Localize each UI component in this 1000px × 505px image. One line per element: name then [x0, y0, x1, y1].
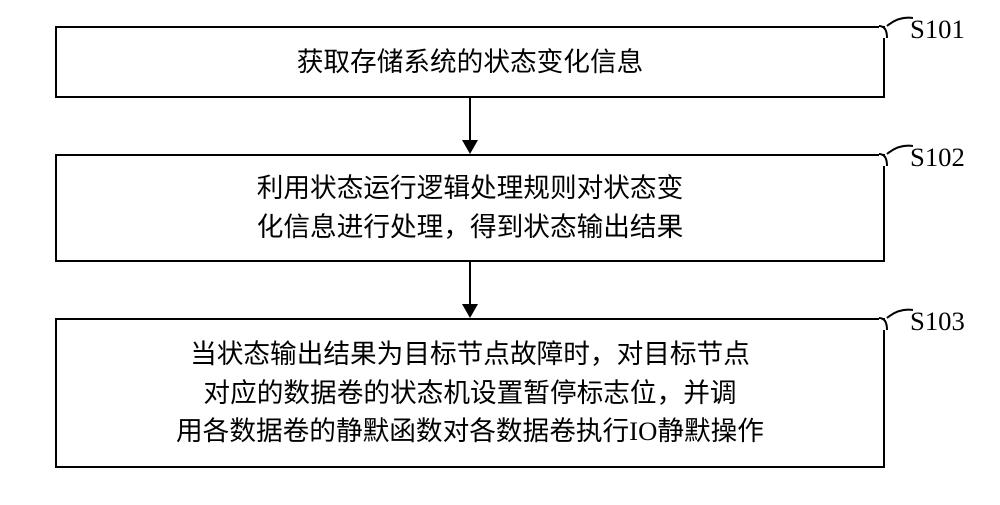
step-label-s103: S103	[910, 306, 965, 337]
flow-node-s101: 获取存储系统的状态变化信息	[55, 26, 885, 98]
notch-s101	[879, 16, 913, 40]
flow-node-s101-text: 获取存储系统的状态变化信息	[297, 43, 644, 82]
flow-node-s102: 利用状态运行逻辑处理规则对状态变 化信息进行处理，得到状态输出结果	[55, 154, 885, 262]
notch-s103	[879, 308, 913, 332]
flow-node-s103-text: 当状态输出结果为目标节点故障时，对目标节点 对应的数据卷的状态机设置暂停标志位，…	[176, 335, 764, 451]
arrow-s102-s103-head	[462, 304, 478, 318]
arrow-s102-s103-line	[469, 262, 471, 304]
flow-node-s102-text: 利用状态运行逻辑处理规则对状态变 化信息进行处理，得到状态输出结果	[257, 169, 684, 246]
step-label-s101: S101	[910, 14, 965, 45]
step-label-s102: S102	[910, 142, 965, 173]
arrow-s101-s102-head	[462, 140, 478, 154]
arrow-s101-s102-line	[469, 98, 471, 140]
flowchart-canvas: 获取存储系统的状态变化信息 S101 利用状态运行逻辑处理规则对状态变 化信息进…	[0, 0, 1000, 505]
notch-s102	[879, 144, 913, 168]
flow-node-s103: 当状态输出结果为目标节点故障时，对目标节点 对应的数据卷的状态机设置暂停标志位，…	[55, 318, 885, 468]
